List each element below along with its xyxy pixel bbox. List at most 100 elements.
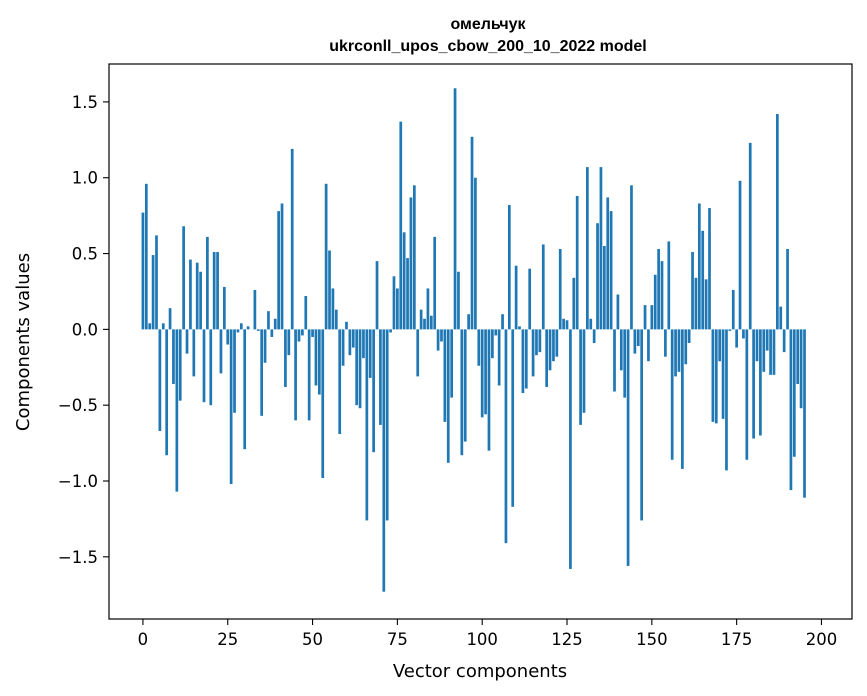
bar-21 [212, 252, 216, 330]
bar-185 [769, 329, 772, 375]
bar-50 [311, 329, 314, 337]
x-tick-label: 150 [636, 630, 668, 649]
bar-162 [691, 252, 694, 330]
bar-109 [511, 329, 515, 507]
bar-155 [667, 241, 671, 330]
bar-170 [718, 329, 722, 362]
bar-118 [541, 244, 545, 330]
bar-88 [440, 329, 443, 342]
bar-41 [280, 203, 284, 330]
bar-97 [470, 136, 474, 330]
bar-106 [501, 314, 504, 330]
bar-54 [324, 183, 328, 330]
x-tick-label: 25 [217, 630, 238, 649]
bar-160 [684, 329, 688, 365]
bar-135 [599, 167, 603, 330]
x-tick-label: 50 [302, 630, 323, 649]
bar-131 [586, 167, 589, 330]
bar-158 [677, 329, 681, 372]
bar-52 [317, 329, 321, 395]
bar-68 [372, 329, 375, 453]
bar-91 [450, 329, 454, 398]
bar-80 [412, 185, 416, 330]
bar-42 [284, 329, 287, 387]
bar-12 [182, 226, 185, 330]
bar-143 [626, 329, 630, 566]
bar-157 [674, 329, 677, 377]
bar-3 [151, 255, 155, 330]
y-tick-label: 1.5 [72, 93, 98, 112]
bar-6 [161, 323, 165, 330]
bar-5 [158, 329, 162, 431]
bar-46 [297, 329, 301, 342]
bar-26 [229, 329, 233, 485]
x-tick-label: 200 [806, 630, 838, 649]
bar-82 [419, 309, 423, 330]
bar-105 [497, 329, 501, 386]
bar-25 [226, 329, 230, 345]
bar-184 [765, 329, 769, 351]
bar-145 [633, 329, 637, 354]
bar-45 [294, 329, 297, 421]
bar-188 [779, 306, 783, 330]
bar-89 [443, 329, 447, 422]
bar-64 [358, 329, 362, 409]
bar-61 [348, 329, 352, 356]
bar-40 [277, 211, 280, 330]
bar-20 [209, 329, 213, 406]
bar-192 [792, 329, 796, 457]
bar-102 [487, 329, 491, 451]
bar-59 [341, 329, 345, 366]
bar-85 [429, 315, 433, 330]
bar-16 [195, 262, 199, 330]
bar-132 [589, 318, 593, 330]
bar-164 [697, 203, 701, 330]
bar-30 [243, 329, 247, 450]
bar-94 [460, 329, 464, 456]
bar-138 [609, 211, 613, 330]
bar-125 [565, 320, 569, 330]
bar-165 [701, 230, 705, 330]
bar-183 [762, 329, 766, 372]
bar-114 [528, 268, 532, 330]
bar-111 [518, 326, 521, 330]
bar-33 [253, 289, 257, 330]
bar-14 [189, 259, 192, 330]
bar-148 [643, 305, 647, 330]
bar-127 [572, 277, 576, 330]
bar-38 [270, 329, 274, 337]
bar-66 [365, 329, 369, 521]
bar-83 [423, 318, 426, 330]
bar-4 [155, 235, 158, 330]
bar-99 [477, 329, 481, 366]
bar-1 [144, 183, 148, 330]
bar-19 [206, 236, 209, 330]
x-tick-label: 125 [551, 630, 583, 649]
bar-100 [480, 329, 484, 418]
bar-176 [738, 180, 742, 330]
bar-136 [602, 245, 606, 330]
bar-2 [148, 323, 152, 330]
bar-179 [748, 142, 752, 330]
bar-104 [494, 329, 498, 336]
bar-149 [647, 329, 650, 362]
bar-110 [514, 265, 518, 330]
bar-122 [555, 329, 559, 357]
bar-67 [368, 329, 372, 378]
bar-57 [334, 309, 338, 330]
bar-112 [521, 329, 525, 394]
bar-9 [172, 329, 175, 384]
chart-title-line-2: ukrconll_upos_cbow_200_10_2022 model [329, 38, 646, 55]
y-tick-label: −0.5 [58, 396, 98, 415]
bar-44 [290, 148, 294, 330]
bar-103 [491, 329, 494, 359]
bar-75 [396, 288, 399, 330]
bar-150 [650, 305, 654, 330]
x-tick-label: 75 [387, 630, 408, 649]
bar-163 [694, 277, 698, 330]
bar-141 [619, 329, 623, 371]
bar-27 [233, 329, 236, 413]
x-axis-ticks: 0 25 50 75 100 125 150 175 200 [138, 619, 838, 649]
bar-11 [178, 329, 182, 401]
